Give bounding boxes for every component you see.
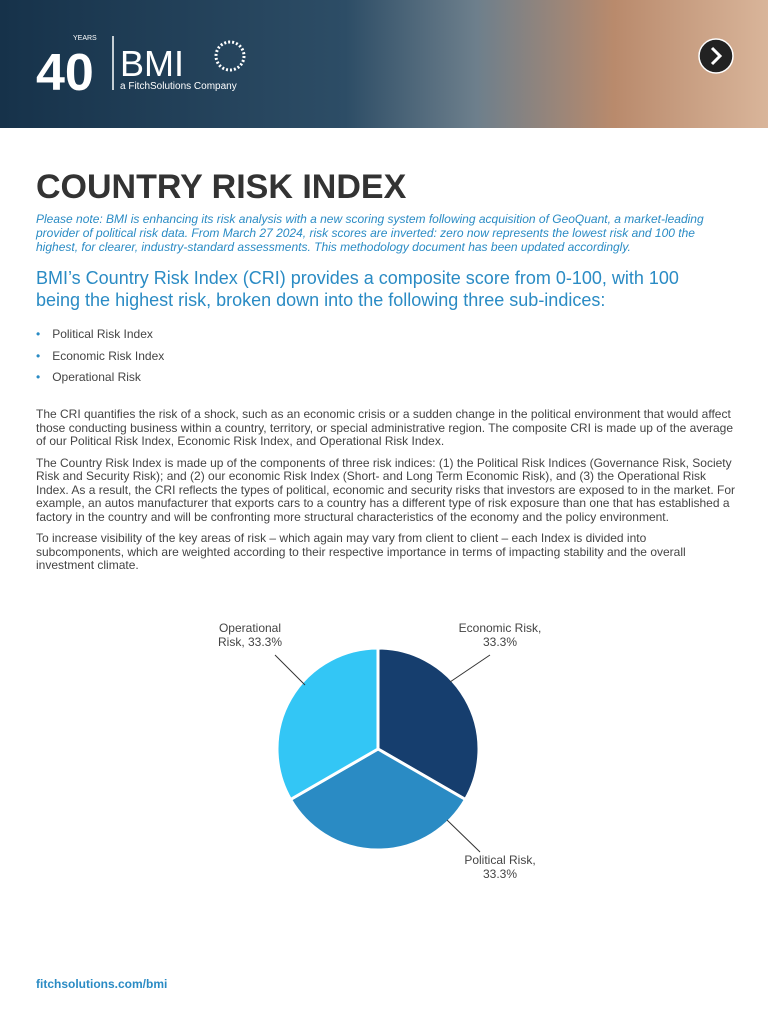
tagline: a FitchSolutions Company	[120, 81, 237, 92]
body: The CRI quantifies the risk of a shock, …	[36, 407, 736, 581]
pie-slice	[275, 646, 380, 802]
pie-slice	[376, 646, 481, 802]
slice-label: Economic Risk, 33.3%	[459, 621, 542, 649]
note: Please note: BMI is enhancing its risk a…	[36, 212, 704, 254]
next-button[interactable]	[698, 38, 734, 74]
leader-line	[449, 654, 491, 683]
banner: 40 YEARS BMI a FitchSolutions Company	[0, 0, 768, 128]
paragraph: To increase visibility of the key areas …	[36, 531, 686, 572]
brand: BMI	[120, 43, 184, 84]
title: COUNTRY RISK INDEX	[36, 168, 407, 206]
pie-chart: Economic Risk, 33.3% Political Risk, 33.3% O…	[218, 621, 542, 881]
leader-line	[446, 819, 481, 853]
footer-link[interactable]: fitchsolutions.com/bmi	[36, 977, 168, 991]
bullet: Political Risk Index	[36, 327, 164, 349]
banner-graphics: 40 YEARS BMI a FitchSolutions Company	[36, 35, 734, 102]
intro: BMI’s Country Risk Index (CRI) provides …	[36, 268, 679, 310]
slice-label: Political Risk, 33.3%	[464, 853, 535, 881]
years-number: 40	[36, 44, 94, 102]
bullet: Economic Risk Index	[36, 349, 164, 371]
leader-line	[274, 654, 306, 686]
years-word: YEARS	[73, 35, 97, 42]
bullet: Operational Risk	[36, 370, 164, 392]
slice-label: Operational Risk, 33.3%	[218, 621, 282, 649]
paragraph: The CRI quantifies the risk of a shock, …	[36, 407, 734, 448]
paragraph: The Country Risk Index is made up of the…	[36, 455, 735, 524]
bullet-list: Political Risk Index Economic Risk Index…	[36, 327, 164, 392]
